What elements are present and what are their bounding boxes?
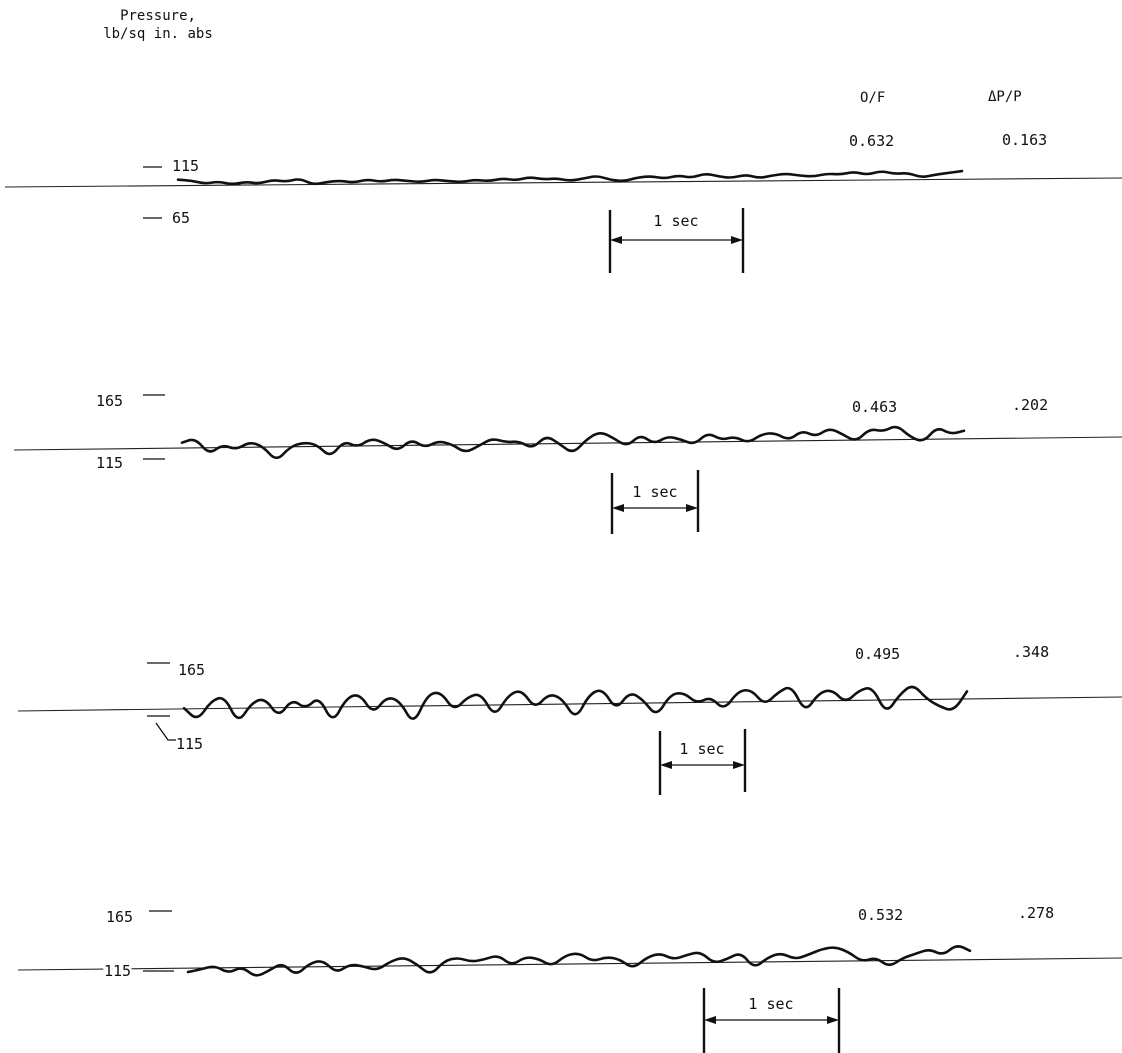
panel-2-of-value: 0.463 xyxy=(852,398,897,416)
panel-1-time-scale-label: 1 sec xyxy=(653,212,698,230)
panel-4-time-scale-label: 1 sec xyxy=(748,995,793,1013)
panel-1-time-scale: 1 sec xyxy=(608,208,745,273)
panel-1-baseline xyxy=(4,177,1122,188)
panel-3-of-value: 0.495 xyxy=(855,645,900,663)
panel-2-y-tick-upper: 165 xyxy=(96,392,123,410)
panel-4: 165 115 0.532 .278 1 sec xyxy=(17,904,1122,1053)
panel-4-of-value: 0.532 xyxy=(858,906,903,924)
panel-2-time-scale-label: 1 sec xyxy=(632,483,677,501)
panel-1-dpp-value: 0.163 xyxy=(1002,131,1047,149)
panel-2-y-tick-lower: 115 xyxy=(96,454,123,472)
panel-2: 165 115 0.463 .202 1 sec xyxy=(13,392,1122,534)
panel-3: 165 115 0.495 .348 1 sec xyxy=(17,643,1122,795)
panel-1-y-tick-lower: 65 xyxy=(172,209,190,227)
dpp-column-header: ΔP/P xyxy=(988,89,1022,105)
panel-3-y-tick-upper: 165 xyxy=(178,661,205,679)
panel-3-baseline xyxy=(17,696,1122,712)
panel-3-time-scale: 1 sec xyxy=(658,729,747,795)
panel-4-time-scale: 1 sec xyxy=(702,988,841,1053)
panel-1-y-tick-upper: 115 xyxy=(172,157,199,175)
panel-4-y-tick-lower: 115 xyxy=(104,962,131,980)
panel-2-time-scale: 1 sec xyxy=(610,470,700,534)
panel-2-dpp-value: .202 xyxy=(1012,396,1048,414)
y-axis-title: Pressure, lb/sq in. abs xyxy=(103,8,213,42)
of-column-header: O/F xyxy=(860,90,885,106)
panel-3-y-tick-lower-leader xyxy=(155,722,176,741)
panel-1-pressure-trace xyxy=(176,169,964,186)
panel-4-dpp-value: .278 xyxy=(1018,904,1054,922)
panel-4-baseline xyxy=(17,957,1122,971)
panel-2-baseline xyxy=(13,436,1122,451)
panel-1: 115 65 0.632 0.163 1 sec xyxy=(4,131,1122,273)
panel-2-pressure-trace xyxy=(180,425,966,460)
panel-3-dpp-value: .348 xyxy=(1013,643,1049,661)
panel-3-y-tick-lower: 115 xyxy=(176,735,203,753)
panel-4-pressure-trace xyxy=(186,945,972,977)
panel-3-time-scale-label: 1 sec xyxy=(679,740,724,758)
panel-3-pressure-trace xyxy=(182,685,969,720)
panel-4-y-tick-upper: 165 xyxy=(106,908,133,926)
panel-1-of-value: 0.632 xyxy=(849,132,894,150)
